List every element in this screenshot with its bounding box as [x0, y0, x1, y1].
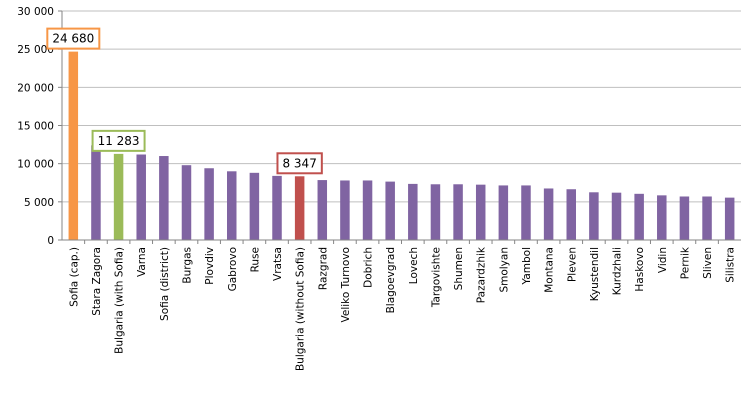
- category-label: Blagoevgrad: [385, 247, 397, 313]
- data-label-box: [46, 27, 101, 50]
- bar: [634, 193, 644, 240]
- category-label: Vidin: [657, 247, 669, 273]
- bar: [136, 154, 146, 240]
- bars: [68, 51, 735, 241]
- category-label: Gabrovo: [227, 247, 239, 291]
- data-label: 8 347: [276, 152, 323, 175]
- category-label: Ruse: [249, 247, 261, 272]
- category-label: Burgas: [181, 247, 193, 284]
- category-label: Yambol: [521, 247, 533, 286]
- bar: [362, 180, 373, 240]
- bar: [430, 184, 441, 240]
- y-tick-label: 25 000: [17, 44, 54, 56]
- category-label: Pazardzhik: [476, 246, 488, 303]
- y-tick-label: 30 000: [17, 6, 54, 18]
- category-label: Shumen: [453, 247, 465, 290]
- data-label: 11 283: [91, 129, 146, 152]
- category-label: Varna: [136, 247, 148, 277]
- category-label: Kurdzhali: [612, 247, 624, 295]
- category-label: Bulgaria (without Sofia): [295, 247, 307, 371]
- data-label-text: 8 347: [282, 156, 316, 170]
- data-labels: 24 680 11 283 8 347: [46, 27, 323, 175]
- bar: [657, 195, 667, 240]
- bar: [68, 51, 79, 241]
- category-labels: Sofia (cap.) Stara Zagora Bulgaria (with S…: [68, 246, 736, 371]
- category-label: Haskovo: [634, 247, 646, 292]
- bar: [589, 192, 599, 240]
- category-label: Dobrich: [363, 247, 375, 288]
- bar: [385, 181, 395, 240]
- data-label-box: [91, 129, 146, 152]
- bar: [340, 180, 350, 240]
- category-label: Sofia (district): [159, 247, 171, 321]
- bar: [272, 175, 282, 240]
- category-label: Silistra: [725, 247, 737, 283]
- category-label: Lovech: [408, 247, 420, 284]
- category-label: Smolyan: [498, 247, 510, 293]
- bar: [294, 176, 305, 240]
- y-tick-label: 10 000: [17, 159, 54, 171]
- bar: [611, 192, 622, 240]
- bar: [498, 185, 509, 240]
- category-label: Sofia (cap.): [68, 247, 80, 307]
- data-label-text: 24 680: [52, 32, 94, 46]
- bar: [724, 197, 735, 240]
- category-label: Plovdiv: [204, 247, 216, 285]
- category-label: Razgrad: [317, 247, 329, 290]
- category-label: Pernik: [679, 246, 691, 279]
- bar: [566, 189, 576, 240]
- y-tick-label: 0: [47, 235, 54, 247]
- data-label-box: [276, 152, 323, 175]
- category-label: Kyustendil: [589, 247, 601, 301]
- bar: [408, 183, 418, 240]
- category-label: Sliven: [702, 247, 714, 279]
- data-label-text: 11 283: [98, 134, 140, 148]
- y-axis-ticks: 0 5 000 10 000 15 000 20 000 25 000 30 000: [17, 6, 54, 247]
- bar: [702, 196, 712, 240]
- category-label: Stara Zagora: [91, 247, 103, 316]
- bar: [679, 196, 690, 240]
- category-label: Vratsa: [272, 247, 284, 281]
- y-tick-label: 15 000: [17, 121, 54, 133]
- y-tick-label: 5 000: [24, 197, 54, 209]
- category-label: Veliko Turnovo: [340, 247, 352, 322]
- bar: [159, 156, 169, 240]
- category-label: Pleven: [566, 247, 578, 282]
- bar: [113, 153, 124, 240]
- category-label: Targovishte: [430, 247, 442, 308]
- bar: [249, 172, 260, 240]
- category-label: Montana: [544, 247, 556, 293]
- gridlines: [62, 10, 741, 203]
- bar: [475, 184, 486, 240]
- bar: [181, 165, 192, 240]
- bar: [227, 171, 237, 240]
- bar: [521, 185, 531, 240]
- bar: [91, 145, 101, 240]
- bar: [543, 188, 554, 240]
- y-tick-label: 20 000: [17, 82, 54, 94]
- category-label: Bulgaria (with Sofia): [114, 247, 126, 354]
- bar: [204, 168, 214, 240]
- bar: [317, 180, 328, 240]
- bar: [453, 184, 463, 240]
- data-label: 24 680: [46, 27, 101, 50]
